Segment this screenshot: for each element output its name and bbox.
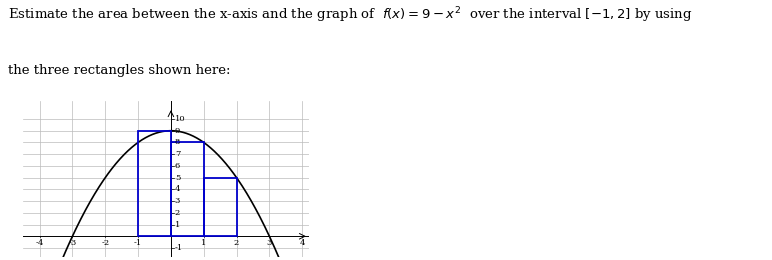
Text: 2: 2 — [174, 209, 180, 217]
Bar — [171, 142, 204, 236]
Text: 4: 4 — [174, 185, 181, 193]
Text: 1: 1 — [201, 239, 206, 247]
Text: 2: 2 — [234, 239, 239, 247]
Text: 6: 6 — [174, 162, 180, 170]
Text: -1: -1 — [174, 244, 183, 252]
Bar — [204, 178, 236, 236]
Text: -1: -1 — [134, 239, 142, 247]
Text: 3: 3 — [266, 239, 272, 247]
Text: 10: 10 — [174, 115, 185, 123]
Text: -4: -4 — [36, 239, 44, 247]
Text: Estimate the area between the x-axis and the graph of  $f(x) = 9 - x^2$  over th: Estimate the area between the x-axis and… — [8, 5, 692, 24]
Text: 5: 5 — [174, 174, 180, 182]
Text: 3: 3 — [174, 197, 180, 205]
Text: -3: -3 — [68, 239, 76, 247]
Text: 4: 4 — [300, 239, 305, 247]
Text: 1: 1 — [174, 220, 180, 229]
Bar — [138, 131, 171, 236]
Text: -2: -2 — [101, 239, 110, 247]
Text: 8: 8 — [174, 139, 180, 146]
Text: 9: 9 — [174, 127, 180, 135]
Text: 7: 7 — [174, 150, 180, 158]
Text: the three rectangles shown here:: the three rectangles shown here: — [8, 64, 230, 77]
